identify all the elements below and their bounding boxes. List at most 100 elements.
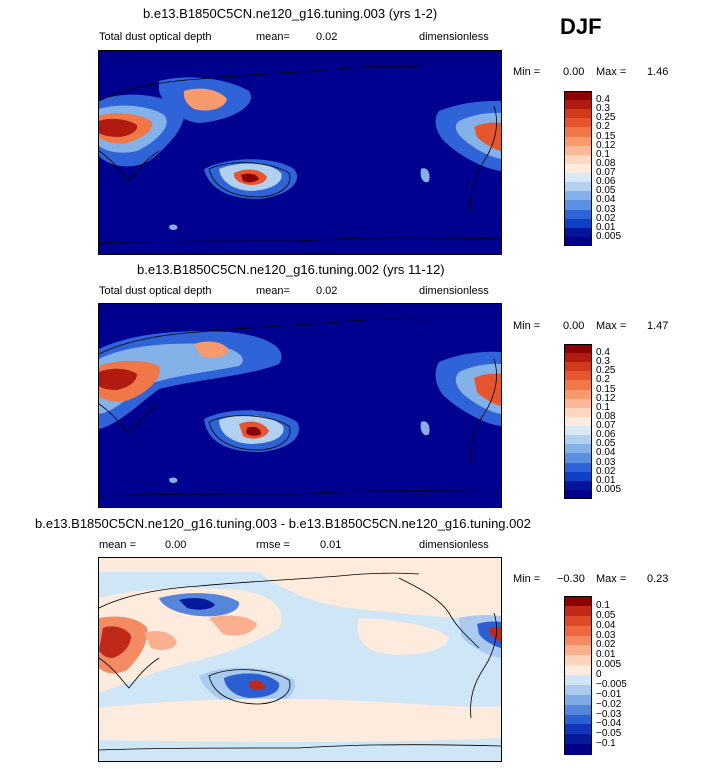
colorbar-swatch	[564, 182, 592, 192]
panel3-max-label: Max =	[596, 573, 627, 585]
colorbar-swatch	[564, 163, 592, 174]
colorbar-swatch	[564, 200, 592, 211]
colorbar-swatch	[564, 100, 592, 110]
colorbar-swatch	[564, 724, 592, 735]
colorbar-swatch	[564, 694, 592, 706]
colorbar-tick-label: 0.08	[596, 157, 616, 169]
colorbar-swatch	[564, 209, 592, 220]
colorbar-swatch	[564, 191, 592, 201]
colorbar-swatch	[564, 218, 592, 229]
colorbar-swatch	[564, 480, 592, 491]
colorbar-swatch	[564, 118, 592, 128]
colorbar-swatch	[564, 615, 592, 627]
colorbar-swatch	[564, 625, 592, 636]
colorbar-swatch	[564, 416, 592, 427]
colorbar-tick-label: 0.07	[596, 167, 616, 179]
colorbar-tick-label: 0.05	[596, 609, 616, 621]
colorbar-tick-label: 0.06	[596, 429, 616, 441]
colorbar-swatch	[564, 371, 592, 381]
panel1-max-label: Max =	[596, 66, 627, 78]
colorbar-swatch	[564, 704, 592, 715]
colorbar-frame	[564, 596, 592, 754]
colorbar-tick-label: −0.02	[596, 698, 622, 710]
colorbar-tick-label: 0.02	[596, 639, 616, 651]
colorbar-swatch	[564, 675, 592, 686]
colorbar-swatch	[564, 471, 592, 482]
colorbar-tick-label: 0.1	[596, 599, 610, 611]
panel3-max-value: 0.23	[647, 573, 669, 585]
panel2-mean-label: mean=	[256, 285, 290, 297]
colorbar-tick-label: 0.04	[596, 447, 616, 459]
colorbar-tick-label: 0	[596, 669, 602, 680]
panel1-mean-value: 0.02	[316, 31, 338, 43]
colorbar-tick-label: 0.005	[596, 230, 622, 242]
colorbar-swatch	[564, 655, 592, 666]
colorbar-tick-label: 0.04	[596, 619, 616, 631]
panel2-title: b.e13.B1850C5CN.ne120_g16.tuning.002 (yr…	[137, 262, 445, 277]
colorbar-tick-label: 0.01	[596, 474, 616, 486]
colorbar-swatch	[564, 127, 592, 138]
panel1-variable: Total dust optical depth	[99, 31, 212, 43]
panel3-min-label: Min =	[513, 573, 541, 585]
colorbar-swatch	[564, 344, 592, 354]
colorbar-tick-label: 0.15	[596, 130, 616, 142]
colorbar-tick-label: 0.03	[596, 629, 616, 641]
colorbar-tick-label: 0.05	[596, 438, 616, 450]
panel1-mean-label: mean=	[256, 31, 290, 43]
colorbar-swatch	[564, 398, 592, 409]
panel2-min-label: Min =	[513, 320, 541, 332]
colorbar-tick-label: 0.01	[596, 221, 616, 233]
colorbar-swatch	[564, 154, 592, 165]
panel1-units: dimensionless	[419, 31, 489, 43]
colorbar-tick-label: 0.04	[596, 194, 616, 206]
colorbar-swatch	[564, 389, 592, 400]
colorbar-swatch	[564, 489, 592, 500]
panel2-units: dimensionless	[419, 285, 489, 297]
colorbar-swatch	[564, 453, 592, 464]
panel1-min-value: 0.00	[563, 66, 585, 78]
colorbar-swatch	[564, 444, 592, 454]
colorbar-tick-label: 0.005	[596, 659, 622, 671]
panel2-max-value: 1.47	[647, 320, 669, 332]
panel1-colorbar: 0.4 0.3 0.25 0.2 0.15 0.12 0.1 0.08 0.07 0.06 0.05…	[564, 91, 634, 247]
panel2-variable: Total dust optical depth	[99, 285, 212, 297]
colorbar-tick-label: 0.12	[596, 392, 616, 404]
colorbar-swatch	[564, 426, 592, 436]
colorbar-swatch	[564, 407, 592, 418]
colorbar-swatch	[564, 109, 592, 119]
panel3-mean-value: 0.00	[165, 539, 187, 551]
panel3-min-value: −0.30	[557, 573, 585, 585]
panel1-title: b.e13.B1850C5CN.ne120_g16.tuning.003 (yr…	[143, 6, 438, 21]
colorbar-tick-label: 0.3	[596, 103, 610, 115]
colorbar-tick-label: −0.005	[596, 678, 627, 690]
colorbar-tick-label: −0.05	[596, 728, 622, 740]
colorbar-tick-label: −0.01	[596, 688, 622, 700]
panel2-min-value: 0.00	[563, 320, 585, 332]
colorbar-tick-label: 0.08	[596, 410, 616, 422]
colorbar-tick-label: 0.05	[596, 185, 616, 197]
panel1-min-label: Min =	[513, 66, 541, 78]
colorbar-swatch	[564, 665, 592, 676]
colorbar-swatch	[564, 635, 592, 646]
colorbar-frame	[564, 91, 592, 246]
colorbar-swatch	[564, 435, 592, 445]
colorbar-tick-label: 0.1	[596, 148, 610, 160]
colorbar-swatch	[564, 173, 592, 183]
colorbar-tick-label: −0.04	[596, 718, 622, 730]
colorbar-frame	[564, 344, 592, 499]
panel3-mean-label: mean =	[99, 539, 136, 551]
colorbar-swatch	[564, 145, 592, 156]
colorbar-swatch	[564, 91, 592, 101]
colorbar-swatch	[564, 380, 592, 391]
colorbar-swatch	[564, 714, 592, 725]
colorbar-swatch	[564, 462, 592, 473]
colorbar-swatch	[564, 605, 592, 617]
colorbar-swatch	[564, 645, 592, 656]
colorbar-tick-label: 0.1	[596, 401, 610, 413]
colorbar-swatch	[564, 236, 592, 247]
colorbar-tick-label: 0.15	[596, 383, 616, 395]
panel3-rmse-label: rmse =	[256, 539, 290, 551]
panel3-units: dimensionless	[419, 539, 489, 551]
colorbar-tick-label: 0.12	[596, 139, 616, 151]
panel1-map	[98, 50, 502, 255]
